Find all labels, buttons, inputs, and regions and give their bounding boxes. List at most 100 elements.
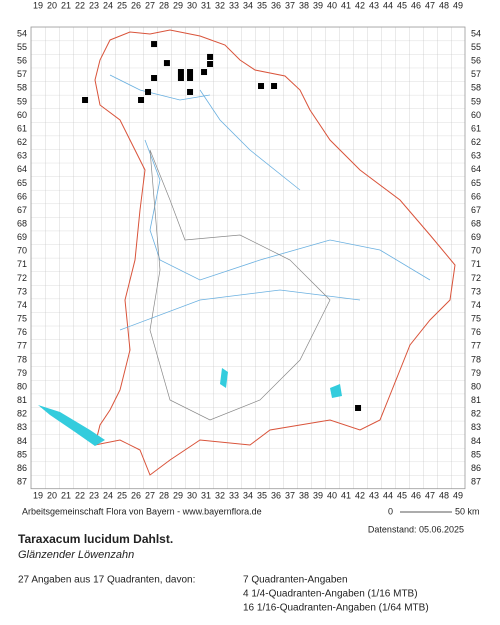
row-label: 83: [17, 422, 27, 432]
column-label: 24: [103, 0, 113, 10]
column-label: 43: [369, 490, 379, 500]
column-label: 38: [299, 490, 309, 500]
column-label: 42: [355, 490, 365, 500]
row-label: 83: [471, 422, 481, 432]
row-label: 81: [471, 395, 481, 405]
column-label: 47: [425, 0, 435, 10]
column-label: 21: [61, 490, 71, 500]
column-label: 42: [355, 0, 365, 10]
row-label: 59: [471, 96, 481, 106]
row-label: 56: [17, 56, 27, 66]
occurrence: [138, 96, 145, 103]
row-label: 68: [471, 218, 481, 228]
row-label: 55: [471, 42, 481, 52]
row-label: 75: [471, 314, 481, 324]
column-label: 49: [453, 490, 463, 500]
row-label: 76: [471, 327, 481, 337]
column-label: 25: [117, 490, 127, 500]
scale-end: 50 km: [455, 506, 480, 516]
grid: [30, 26, 466, 490]
column-label: 30: [187, 0, 197, 10]
column-label: 44: [383, 490, 393, 500]
credit: Arbeitsgemeinschaft Flora von Bayern - w…: [22, 506, 262, 516]
row-label: 67: [471, 205, 481, 215]
column-label: 36: [271, 0, 281, 10]
column-label: 46: [411, 0, 421, 10]
row-label: 87: [471, 477, 481, 487]
row-label: 85: [17, 449, 27, 459]
column-label: 25: [117, 0, 127, 10]
column-label: 35: [257, 490, 267, 500]
column-label: 24: [103, 490, 113, 500]
occurrence: [177, 69, 184, 76]
column-label: 49: [453, 0, 463, 10]
occurrence: [201, 69, 208, 76]
occurrence: [187, 74, 194, 81]
row-label: 57: [17, 69, 27, 79]
column-label: 37: [285, 0, 295, 10]
row-label: 78: [471, 354, 481, 364]
column-label: 40: [327, 0, 337, 10]
column-label: 22: [75, 490, 85, 500]
column-label: 32: [215, 0, 225, 10]
date: Datenstand: 05.06.2025: [368, 524, 464, 534]
column-label: 34: [243, 0, 253, 10]
occurrence: [355, 404, 362, 411]
row-label: 55: [17, 42, 27, 52]
row-label: 79: [471, 368, 481, 378]
row-label: 81: [17, 395, 27, 405]
occurrence: [187, 69, 194, 76]
column-label: 20: [47, 490, 57, 500]
district-borders: [149, 149, 331, 421]
row-label: 66: [17, 191, 27, 201]
count: 7 Quadranten-Angaben: [243, 575, 348, 586]
occurrence: [207, 53, 214, 60]
occurrence: [271, 83, 278, 90]
column-label: 47: [425, 490, 435, 500]
column-label: 38: [299, 0, 309, 10]
row-label: 54: [17, 28, 27, 38]
row-label: 75: [17, 314, 27, 324]
row-label: 58: [17, 83, 27, 93]
row-label: 73: [17, 286, 27, 296]
row-label: 71: [17, 259, 27, 269]
occurrence: [177, 74, 184, 81]
row-label: 86: [17, 463, 27, 473]
column-label: 23: [89, 490, 99, 500]
row-label: 87: [17, 477, 27, 487]
row-label: 60: [471, 110, 481, 120]
column-label: 48: [439, 0, 449, 10]
row-label: 65: [471, 178, 481, 188]
row-label: 64: [471, 164, 481, 174]
row-label: 63: [471, 151, 481, 161]
column-label: 40: [327, 490, 337, 500]
row-label: 70: [471, 246, 481, 256]
occurrence: [82, 96, 89, 103]
column-label: 45: [397, 490, 407, 500]
column-label: 46: [411, 490, 421, 500]
row-label: 61: [471, 123, 481, 133]
column-label: 26: [131, 0, 141, 10]
column-label: 29: [173, 490, 183, 500]
row-label: 85: [471, 449, 481, 459]
row-label: 65: [17, 178, 27, 188]
row-label: 69: [471, 232, 481, 242]
row-label: 77: [471, 341, 481, 351]
column-label: 30: [187, 490, 197, 500]
row-label: 72: [471, 273, 481, 283]
row-label: 73: [471, 286, 481, 296]
row-label: 61: [17, 123, 27, 133]
row-label: 60: [17, 110, 27, 120]
column-label: 26: [131, 490, 141, 500]
column-label: 29: [173, 0, 183, 10]
row-label: 84: [471, 436, 481, 446]
column-label: 32: [215, 490, 225, 500]
row-label: 62: [471, 137, 481, 147]
row-label: 56: [471, 56, 481, 66]
occurrence: [187, 88, 194, 95]
row-label: 80: [471, 381, 481, 391]
column-label: 28: [159, 490, 169, 500]
occurrence: [151, 74, 158, 81]
row-label: 78: [17, 354, 27, 364]
